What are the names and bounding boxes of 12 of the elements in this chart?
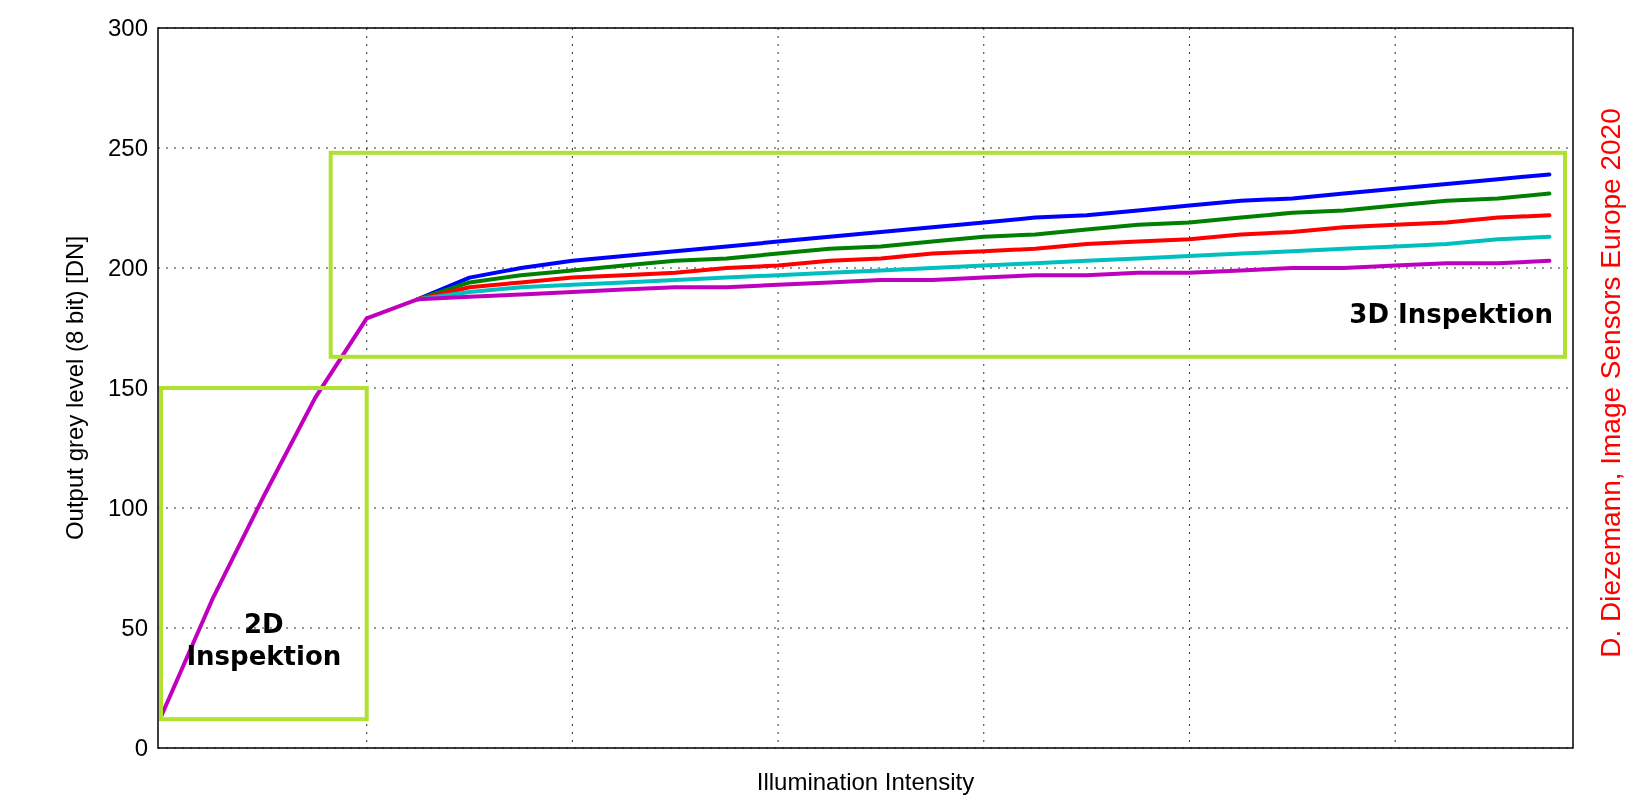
y-tick-label: 300: [107, 14, 148, 42]
annotation: 2D Inspektion: [186, 608, 342, 671]
text: D. Diezemann, Image Sensors Europe 2020: [1595, 108, 1626, 658]
x-axis-title: Illumination Intensity: [756, 768, 975, 795]
y-axis-title: Output grey level (8 bit) [DN]: [61, 235, 88, 541]
annotation: 3D Inspektion: [1349, 299, 1553, 330]
y-tick-label: 200: [107, 254, 148, 282]
y-tick-label: 250: [107, 134, 148, 162]
y-tick-label: 100: [107, 494, 148, 522]
y-tick-label: 150: [107, 374, 148, 402]
y-tick-label: 0: [134, 734, 148, 762]
y-tick-label: 50: [121, 614, 148, 642]
